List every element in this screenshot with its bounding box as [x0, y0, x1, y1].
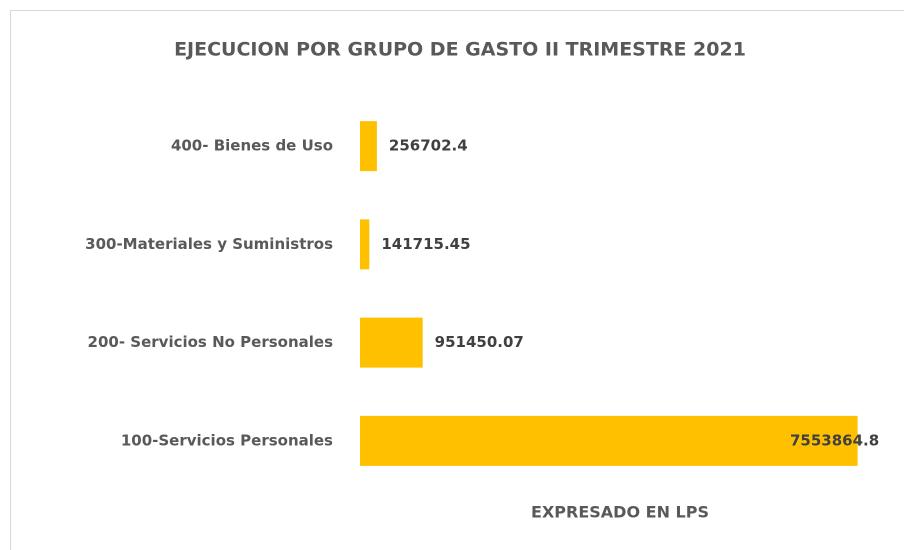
chart-frame — [10, 10, 904, 550]
data-label: 951450.07 — [435, 333, 524, 351]
bar — [360, 415, 858, 466]
y-tick-label: 100-Servicios Personales — [121, 431, 333, 449]
bar — [360, 317, 423, 368]
y-tick-label: 400- Bienes de Uso — [171, 137, 333, 155]
x-axis-title: EXPRESADO EN LPS — [531, 503, 709, 522]
bar — [360, 121, 377, 172]
data-label: 256702.4 — [389, 137, 468, 155]
y-tick-label: 300-Materiales y Suministros — [85, 235, 333, 253]
y-tick-label: 200- Servicios No Personales — [88, 333, 334, 351]
data-label: 7553864.8 — [790, 431, 879, 449]
data-label: 141715.45 — [381, 235, 470, 253]
chart-title: EJECUCION POR GRUPO DE GASTO II TRIMESTR… — [174, 39, 746, 61]
bar — [360, 219, 370, 270]
